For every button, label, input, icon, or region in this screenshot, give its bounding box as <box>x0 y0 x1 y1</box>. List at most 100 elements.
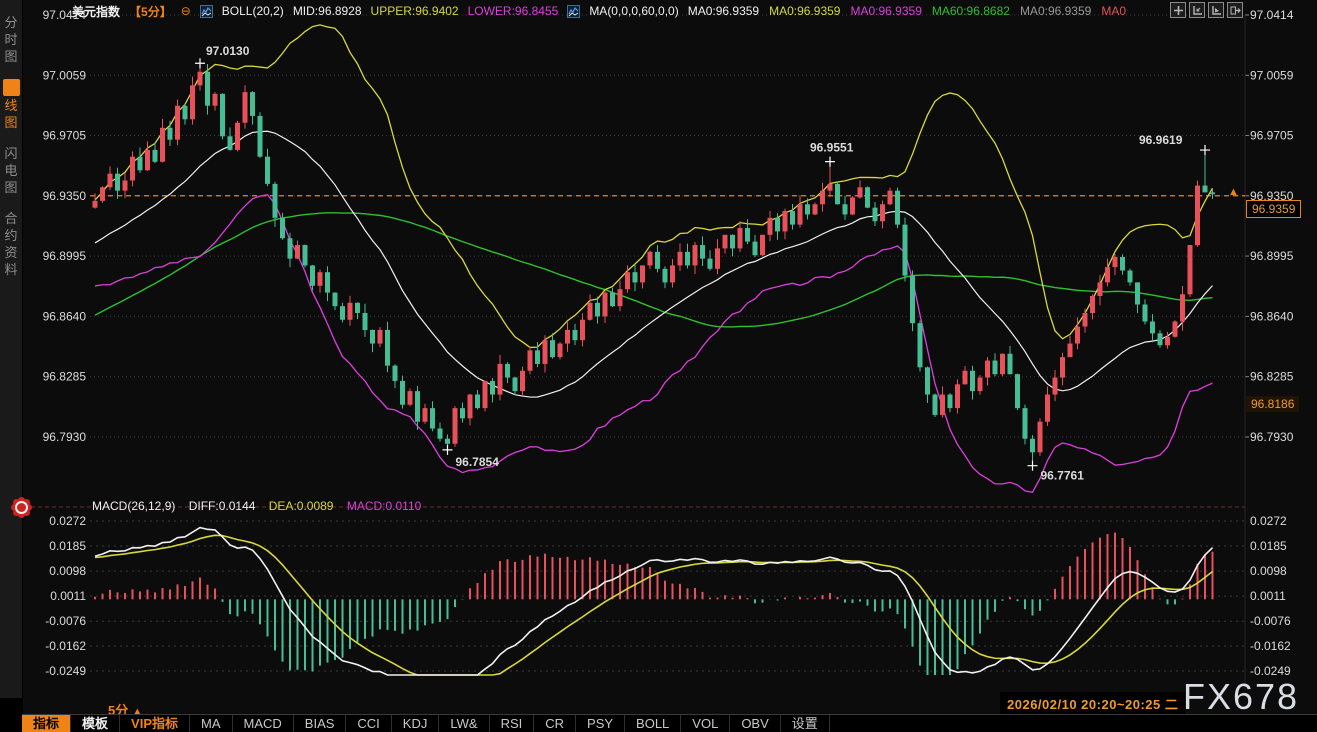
tab-CR[interactable]: CR <box>534 715 577 732</box>
macd-diff-value: DIFF:0.0144 <box>188 499 256 513</box>
price-annotation: 96.7761 <box>1041 469 1085 483</box>
crosshair-tool-icon[interactable] <box>1170 2 1186 18</box>
boll-lower-value: LOWER:96.8455 <box>467 4 559 18</box>
svg-text:0.0272: 0.0272 <box>1250 514 1287 528</box>
svg-text:96.8640: 96.8640 <box>1250 309 1294 323</box>
svg-text:96.9350: 96.9350 <box>43 189 87 203</box>
sidebar-item-闪电图[interactable]: 闪电图 <box>4 146 18 195</box>
mini-chart-icon[interactable] <box>567 4 581 18</box>
price-annotation: 97.0130 <box>206 44 250 58</box>
ma-value-list: MA0:96.9359 MA0:96.9359 MA0:96.9359 MA60:96… <box>688 4 1126 18</box>
axis-labels-layer: 97.0414 97.0414 97.0059 97.0059 96.9705 96.97… <box>43 8 1294 678</box>
annotations-layer: 97.0130 96.9551 96.9619 96.7854 96.7761 <box>195 44 1210 483</box>
tab-OBV[interactable]: OBV <box>730 715 781 732</box>
brand-watermark: FX678 <box>1183 676 1300 717</box>
macd-label[interactable]: MACD(26,12,9) <box>92 499 176 513</box>
svg-text:96.9350: 96.9350 <box>1250 189 1294 203</box>
svg-text:0.0185: 0.0185 <box>49 539 86 553</box>
tab-BIAS[interactable]: BIAS <box>294 715 347 732</box>
svg-text:97.0059: 97.0059 <box>43 68 87 82</box>
svg-text:0.0272: 0.0272 <box>49 514 86 528</box>
ma-value: MA0:96.9359 <box>687 4 760 18</box>
pane-close-icon[interactable] <box>1227 2 1243 18</box>
boll-upper-value: UPPER:96.9402 <box>370 4 459 18</box>
tab-VIP指标[interactable]: VIP指标 <box>120 715 190 732</box>
interval-label[interactable]: 【5分】 <box>129 4 172 19</box>
ma-value: MA0:96.9359 <box>1019 4 1092 18</box>
svg-text:-0.0249: -0.0249 <box>45 664 86 678</box>
sidebar-item-合约资料[interactable]: 合约资料 <box>4 211 18 277</box>
scale-in-icon[interactable] <box>1189 2 1205 18</box>
svg-text:-0.0162: -0.0162 <box>1250 639 1291 653</box>
mini-chart-icon[interactable] <box>199 4 213 18</box>
tab-MA[interactable]: MA <box>190 715 233 732</box>
ma-value: MA0:96.9359 <box>850 4 922 18</box>
symbol-title: 美元指数 <box>72 4 121 19</box>
svg-text:0.0011: 0.0011 <box>1250 589 1286 603</box>
corner-filler <box>0 698 22 732</box>
svg-text:97.0414: 97.0414 <box>43 8 87 22</box>
ma-label[interactable]: MA(0,0,0,60,0,0) <box>589 4 679 18</box>
ma-value: MA0:96.9359 <box>769 4 841 18</box>
indicator-tabbar: 指标 模板 VIP指标 MA MACD BIAS CCI KDJ LW& RSI CR PSY BOLL… <box>22 714 1317 732</box>
time-range-label: 2026/02/10 20:20~20:25 二 <box>1000 692 1186 715</box>
svg-text:96.8285: 96.8285 <box>1250 370 1294 384</box>
macd-layer <box>94 526 1214 676</box>
sidebar-item-分时图[interactable]: 分时图 <box>4 15 18 64</box>
svg-text:96.9705: 96.9705 <box>1250 128 1294 142</box>
tab-CCI[interactable]: CCI <box>346 715 392 732</box>
svg-text:97.0059: 97.0059 <box>1250 68 1294 82</box>
chevron-up-icon: ▲ <box>131 706 143 718</box>
chart-header: 美元指数 【5分】 ⊖ BOLL(20,2) MID:96.8928 UPPER… <box>22 0 1317 22</box>
secondary-price-badge: 96.8186 <box>1246 396 1300 412</box>
tab-设置[interactable]: 设置 <box>781 715 830 732</box>
svg-text:0.0011: 0.0011 <box>50 589 86 603</box>
tab-模板[interactable]: 模板 <box>71 715 121 732</box>
macd-macd-value: MACD:0.0110 <box>346 499 422 513</box>
svg-text:-0.0076: -0.0076 <box>1250 614 1291 628</box>
tab-PSY[interactable]: PSY <box>576 715 626 732</box>
svg-text:97.0414: 97.0414 <box>1250 8 1294 22</box>
svg-text:96.9705: 96.9705 <box>43 128 87 142</box>
svg-text:0.0098: 0.0098 <box>1250 564 1287 578</box>
tab-RSI[interactable]: RSI <box>490 715 535 732</box>
pane-settings-icon[interactable] <box>15 501 28 514</box>
price-annotation: 96.9619 <box>1139 133 1183 147</box>
candles-layer <box>92 63 1215 466</box>
collapse-icon[interactable]: ⊖ <box>180 4 191 18</box>
ma-value: MA0 <box>1101 4 1127 18</box>
svg-text:0.0185: 0.0185 <box>1250 539 1287 553</box>
current-price-badge: 96.9359 <box>1246 200 1302 218</box>
overlay-lines-layer <box>94 24 1214 494</box>
svg-text:-0.0249: -0.0249 <box>1250 664 1291 678</box>
macd-dea-value: DEA:0.0089 <box>268 499 334 513</box>
svg-text:96.7930: 96.7930 <box>43 430 87 444</box>
svg-text:96.8995: 96.8995 <box>43 249 87 263</box>
tab-LW&[interactable]: LW& <box>439 715 490 732</box>
svg-text:96.8995: 96.8995 <box>1250 249 1294 263</box>
svg-text:0.0098: 0.0098 <box>49 564 86 578</box>
svg-text:96.8285: 96.8285 <box>43 370 87 384</box>
tab-BOLL[interactable]: BOLL <box>625 715 682 732</box>
tab-VOL[interactable]: VOL <box>681 715 731 732</box>
boll-label[interactable]: BOLL(20,2) <box>221 4 284 18</box>
svg-text:-0.0162: -0.0162 <box>45 639 86 653</box>
tab-指标[interactable]: 指标 <box>22 715 72 732</box>
tab-MACD[interactable]: MACD <box>233 715 294 732</box>
boll-mid-value: MID:96.8928 <box>292 4 362 18</box>
ma-value: MA60:96.8682 <box>931 4 1010 18</box>
scale-out-icon[interactable] <box>1208 2 1224 18</box>
svg-text:96.7930: 96.7930 <box>1250 430 1294 444</box>
svg-text:96.8640: 96.8640 <box>43 309 87 323</box>
price-annotation: 96.9551 <box>810 141 854 155</box>
svg-text:-0.0076: -0.0076 <box>45 614 86 628</box>
price-up-marker: ▲ <box>1228 186 1239 198</box>
macd-pane-header: MACD(26,12,9) DIFF:0.0144 DEA:0.0089 MAC… <box>92 499 431 513</box>
price-annotation: 96.7854 <box>456 455 500 469</box>
tab-KDJ[interactable]: KDJ <box>392 715 440 732</box>
